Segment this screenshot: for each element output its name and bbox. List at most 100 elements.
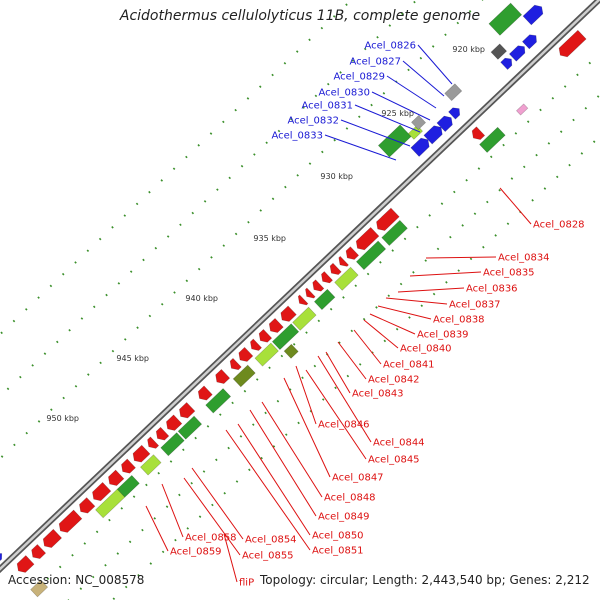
scale-label: 940 kbp: [185, 294, 218, 303]
green-feature: [355, 240, 387, 271]
ring-dot: [259, 209, 263, 212]
reverse-cds: [155, 426, 170, 441]
green-feature: [140, 454, 162, 476]
ring-dot: [160, 179, 164, 182]
ring-dot: [260, 456, 263, 460]
green-feature: [334, 266, 359, 291]
ring-dot: [172, 167, 176, 171]
ring-dot: [424, 259, 427, 262]
ring-dot: [252, 423, 255, 426]
reverse-cds: [132, 444, 151, 463]
ring-dot: [345, 127, 349, 130]
forward-cds: [521, 34, 537, 50]
green-feature: [381, 219, 408, 246]
ring-dot: [74, 385, 78, 388]
ring-dot: [111, 226, 114, 229]
gene-label: Acel_0835: [483, 268, 535, 279]
ring-dot: [419, 56, 423, 60]
ring-dot: [453, 190, 456, 194]
ring-dot: [128, 540, 132, 544]
ring-dot: [209, 132, 213, 135]
ring-dot: [383, 339, 387, 343]
ring-dot: [120, 507, 124, 510]
ring-dot: [185, 279, 189, 283]
map-title: Acidothermus cellulolyticus 11B, complet…: [119, 8, 481, 24]
ring-dot: [92, 305, 96, 309]
ring-dot: [468, 10, 472, 13]
gene-label: Acel_0848: [324, 493, 376, 504]
ring-dot: [124, 585, 128, 589]
gene-label: Acel_0836: [466, 284, 518, 295]
leader-line: [353, 329, 382, 365]
ring-dot: [436, 247, 440, 251]
ring-dot: [231, 401, 234, 405]
reverse-cds: [558, 29, 587, 58]
ring-dot: [79, 587, 83, 590]
ring-dot: [112, 597, 116, 600]
green-feature: [479, 126, 506, 153]
ring-dot: [49, 284, 53, 288]
ring-dot: [563, 85, 567, 88]
gene-label: Acel_0841: [383, 360, 435, 371]
ring-dot: [197, 267, 201, 271]
gene-labels: Acel_0826 Acel_0827 Acel_0829 Acel_0830 Acel…: [170, 41, 585, 589]
ring-dot: [25, 431, 28, 435]
forward-cds: [522, 4, 544, 26]
ring-dot: [222, 120, 225, 124]
ring-dot: [165, 505, 169, 508]
reverse-cds: [31, 544, 47, 560]
gene-label: Acel_0832: [287, 116, 339, 127]
leader-line: [417, 44, 453, 85]
ring-dot: [203, 200, 207, 203]
reverse-cds: [92, 482, 112, 502]
reverse-cds: [280, 305, 297, 322]
leader-line: [425, 256, 497, 259]
ring-dot: [584, 106, 588, 110]
ring-dot: [358, 363, 362, 366]
ring-dot: [74, 261, 77, 264]
ring-dot: [285, 433, 288, 436]
ring-dot: [6, 387, 10, 391]
ring-dot: [87, 373, 90, 376]
forward-cds: [436, 115, 453, 133]
ring-dot: [83, 542, 87, 545]
ring-dot: [308, 162, 312, 165]
gene-label: Acel_0840: [400, 344, 452, 355]
gene-label: Acel_0846: [318, 420, 370, 431]
ring-dot: [351, 59, 355, 62]
ring-dot: [408, 316, 411, 319]
ring-dot: [13, 443, 16, 447]
gene-label: Acel_0842: [368, 375, 420, 386]
ring-dot: [37, 296, 40, 299]
ring-dot: [292, 343, 296, 346]
ring-dot: [403, 237, 407, 241]
gene-label: Acel_0826: [364, 41, 416, 52]
ring-dot: [271, 197, 275, 201]
gene-label: Acel_0830: [318, 88, 370, 99]
ring-dot: [86, 249, 90, 253]
ring-dot: [161, 550, 165, 554]
gene-label: Acel_0854: [245, 535, 297, 546]
green-feature: [313, 288, 336, 311]
reverse-cds: [329, 262, 342, 276]
green-feature: [377, 124, 412, 158]
gene-label: fliP: [239, 578, 254, 589]
ring-dot: [494, 234, 497, 237]
ring-dot: [185, 155, 188, 159]
ring-dot: [580, 152, 584, 155]
ring-dot: [388, 24, 392, 27]
ring-dot: [526, 120, 530, 123]
ring-dot: [428, 214, 431, 217]
ring-dot: [111, 349, 115, 353]
ring-dot: [333, 138, 336, 142]
leader-line: [261, 401, 323, 498]
ring-dot: [506, 222, 510, 226]
ring-dot: [568, 163, 571, 167]
ring-dot: [268, 366, 271, 370]
gene-label: Acel_0843: [352, 389, 404, 400]
green-feature: [488, 2, 523, 36]
ring-dot: [514, 132, 518, 135]
ring-dot: [234, 108, 237, 112]
ring-dot: [227, 446, 230, 450]
ring-dot: [376, 36, 379, 39]
